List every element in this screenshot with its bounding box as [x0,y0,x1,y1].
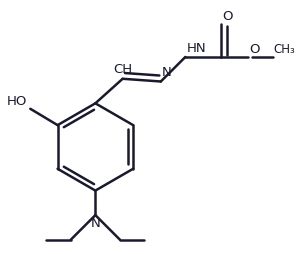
Text: HN: HN [187,42,206,55]
Text: O: O [222,10,233,23]
Text: HO: HO [7,95,28,108]
Text: N: N [162,66,172,79]
Text: CH: CH [113,62,132,75]
Text: O: O [249,43,260,56]
Text: N: N [91,217,100,230]
Text: CH₃: CH₃ [274,43,295,56]
